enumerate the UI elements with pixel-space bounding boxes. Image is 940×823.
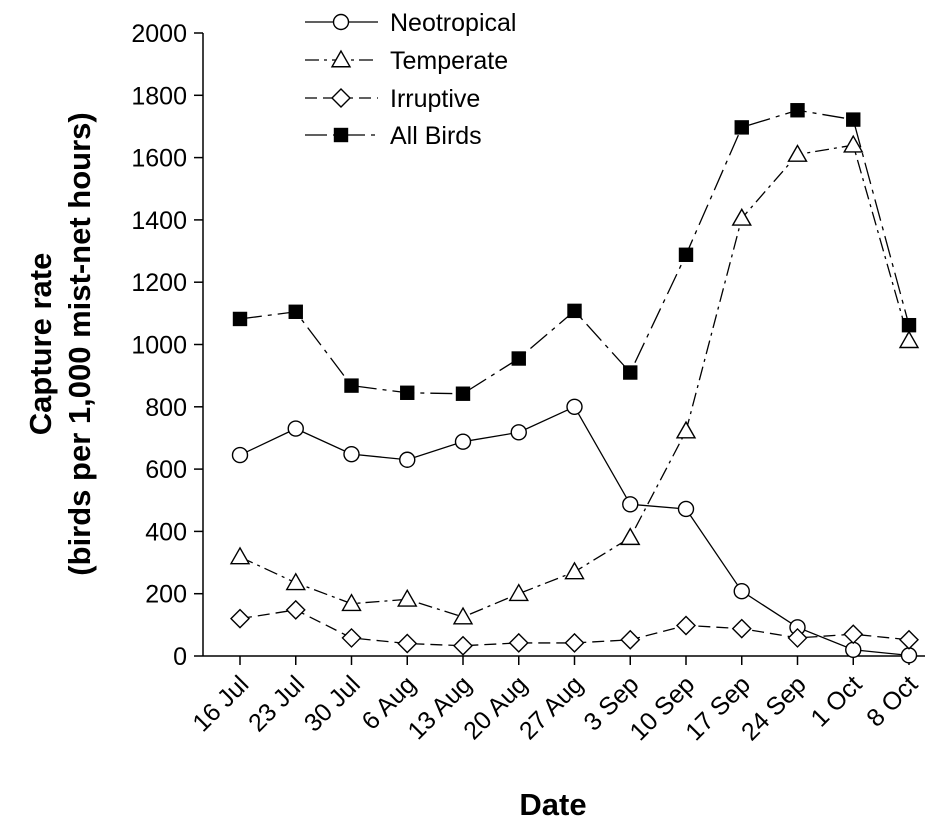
data-point-all-birds bbox=[344, 378, 359, 393]
data-point-all-birds bbox=[734, 120, 749, 135]
data-point-neotropical bbox=[510, 424, 527, 441]
data-point-irruptive bbox=[341, 627, 362, 648]
data-point-all-birds bbox=[232, 311, 248, 327]
data-point-temperate bbox=[285, 572, 306, 591]
series-line-neotropical bbox=[239, 405, 910, 657]
data-point-irruptive bbox=[843, 624, 864, 645]
y-axis-title-line-2: (birds per 1,000 mist-net hours) bbox=[62, 112, 97, 575]
x-tick-label: 8 Oct bbox=[861, 670, 923, 732]
series-line-temperate bbox=[239, 144, 910, 618]
data-point-temperate bbox=[564, 561, 585, 580]
x-tick-label: 16 Jul bbox=[187, 670, 254, 737]
data-point-all-birds bbox=[455, 386, 471, 401]
x-tick-label: 23 Jul bbox=[243, 670, 310, 737]
legend-marker-all-birds bbox=[333, 127, 349, 143]
data-point-irruptive bbox=[620, 629, 641, 650]
legend: Neotropical Temperate Irruptive All Birds bbox=[305, 9, 516, 150]
data-point-neotropical bbox=[399, 451, 416, 468]
legend-marker-temperate bbox=[330, 49, 352, 68]
data-point-all-birds bbox=[288, 304, 303, 319]
data-point-temperate bbox=[341, 593, 362, 612]
data-point-irruptive bbox=[899, 629, 919, 650]
legend-label-all-birds: All Birds bbox=[390, 122, 482, 150]
y-tick-label: 2000 bbox=[131, 20, 187, 48]
data-point-neotropical bbox=[733, 583, 750, 600]
legend-item-irruptive: Irruptive bbox=[305, 85, 480, 113]
data-point-irruptive bbox=[676, 615, 696, 636]
data-point-temperate bbox=[397, 588, 418, 607]
data-point-all-birds bbox=[511, 351, 526, 366]
y-tick-label: 600 bbox=[145, 456, 187, 484]
y-tick-label: 0 bbox=[173, 643, 187, 671]
series-neotropical bbox=[231, 398, 918, 664]
data-point-irruptive bbox=[508, 632, 529, 653]
data-point-all-birds bbox=[623, 365, 638, 380]
data-point-irruptive bbox=[230, 608, 250, 629]
x-axis-title: Date bbox=[519, 787, 586, 822]
data-point-temperate bbox=[508, 583, 529, 602]
data-point-irruptive bbox=[285, 599, 306, 620]
data-point-temperate bbox=[731, 207, 752, 226]
series-all-birds bbox=[232, 103, 917, 401]
y-tick-label: 1400 bbox=[131, 207, 187, 235]
series-temperate bbox=[229, 134, 920, 625]
data-point-temperate bbox=[452, 606, 474, 625]
data-point-irruptive bbox=[787, 627, 808, 648]
data-point-neotropical bbox=[231, 446, 249, 464]
legend-label-irruptive: Irruptive bbox=[390, 85, 480, 113]
series-irruptive bbox=[230, 599, 919, 656]
data-point-all-birds bbox=[790, 103, 805, 118]
data-point-neotropical bbox=[900, 647, 918, 664]
data-point-temperate bbox=[675, 420, 697, 439]
y-tick-label: 200 bbox=[145, 581, 187, 609]
data-point-neotropical bbox=[287, 420, 304, 437]
data-point-neotropical bbox=[343, 445, 360, 463]
y-tick-label: 1600 bbox=[131, 145, 187, 173]
legend-label-neotropical: Neotropical bbox=[390, 9, 516, 37]
data-point-neotropical bbox=[677, 500, 695, 518]
data-point-temperate bbox=[787, 144, 808, 162]
y-tick-label: 800 bbox=[145, 394, 187, 422]
data-point-neotropical bbox=[845, 641, 862, 658]
data-point-neotropical bbox=[622, 496, 639, 513]
data-point-irruptive bbox=[453, 635, 473, 656]
data-point-neotropical bbox=[566, 398, 583, 415]
data-point-temperate bbox=[843, 134, 864, 153]
legend-item-neotropical: Neotropical bbox=[305, 9, 516, 37]
data-point-all-birds bbox=[400, 385, 415, 400]
legend-marker-neotropical bbox=[332, 13, 350, 31]
y-axis-title-line-1: Capture rate bbox=[23, 253, 58, 436]
series-layer bbox=[229, 103, 920, 664]
legend-item-all-birds: All Birds bbox=[305, 122, 482, 150]
data-point-all-birds bbox=[846, 112, 861, 127]
data-point-temperate bbox=[229, 546, 251, 565]
legend-item-temperate: Temperate bbox=[305, 47, 508, 75]
y-tick-label: 400 bbox=[145, 518, 187, 546]
data-point-all-birds bbox=[678, 247, 694, 262]
x-tick-label: 1 Oct bbox=[805, 670, 867, 732]
data-point-irruptive bbox=[397, 633, 418, 654]
data-point-irruptive bbox=[731, 618, 752, 639]
x-tick-label: 27 Aug bbox=[514, 670, 589, 745]
y-tick-label: 1200 bbox=[131, 269, 187, 297]
y-ticks: 0 200 400 600 800 1000 1200 1400 1600 1800 2000 bbox=[131, 20, 203, 671]
data-point-all-birds bbox=[567, 303, 582, 319]
data-point-all-birds bbox=[901, 317, 917, 333]
data-point-temperate bbox=[620, 527, 641, 546]
data-point-neotropical bbox=[454, 433, 472, 450]
data-point-temperate bbox=[898, 330, 920, 349]
legend-label-temperate: Temperate bbox=[390, 47, 508, 75]
legend-marker-irruptive bbox=[331, 88, 351, 108]
x-tick-label: 30 Jul bbox=[299, 670, 366, 737]
y-tick-label: 1000 bbox=[131, 332, 187, 360]
data-point-irruptive bbox=[564, 632, 585, 653]
y-tick-label: 1800 bbox=[131, 82, 187, 110]
